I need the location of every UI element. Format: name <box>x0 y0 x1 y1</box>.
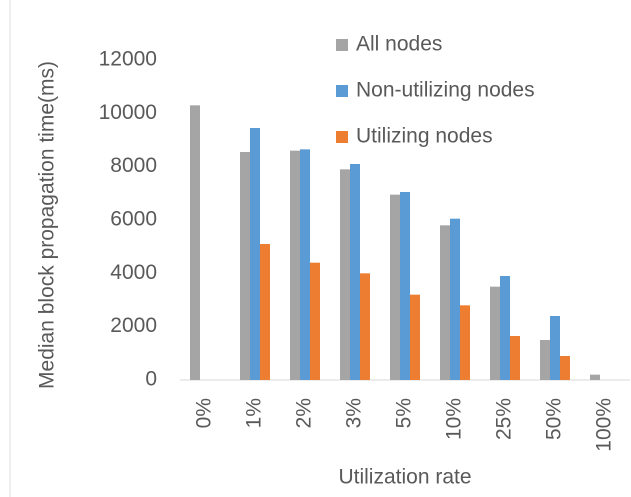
bar <box>240 152 250 380</box>
bar <box>300 149 310 380</box>
bar <box>490 286 500 380</box>
legend-swatch <box>336 85 348 97</box>
bar <box>390 194 400 380</box>
legend-swatch <box>336 131 348 143</box>
bar <box>410 294 420 380</box>
bar <box>510 336 520 380</box>
bar <box>500 276 510 380</box>
legend-label: Non-utilizing nodes <box>356 79 535 102</box>
y-tick-label: 0 <box>145 368 157 391</box>
y-tick-label: 6000 <box>110 208 157 231</box>
y-tick-label: 12000 <box>99 48 157 71</box>
x-tick-label: 10% <box>443 398 466 440</box>
bar <box>260 244 270 380</box>
bar <box>560 356 570 380</box>
x-tick-label: 3% <box>343 398 366 428</box>
x-tick-label: 1% <box>243 398 266 428</box>
bar <box>350 164 360 380</box>
bar <box>460 305 470 380</box>
x-tick-label: 50% <box>543 398 566 440</box>
bar <box>360 273 370 380</box>
bar <box>590 374 600 380</box>
y-tick-label: 10000 <box>99 101 157 124</box>
legend-label: All nodes <box>356 33 442 56</box>
bar <box>540 340 550 380</box>
bar <box>450 218 460 380</box>
x-tick-label: 100% <box>593 398 616 452</box>
y-tick-label: 8000 <box>110 154 157 177</box>
bar <box>190 105 200 380</box>
bar <box>440 225 450 380</box>
bar <box>290 150 300 380</box>
bar <box>310 262 320 380</box>
x-tick-label: 0% <box>193 398 216 428</box>
x-tick-label: 2% <box>293 398 316 428</box>
y-tick-label: 4000 <box>110 261 157 284</box>
bar <box>250 128 260 380</box>
x-axis-title: Utilization rate <box>338 466 471 489</box>
legend-label: Utilizing nodes <box>356 125 493 148</box>
y-axis-title: Median block propagation time(ms) <box>36 61 59 389</box>
x-tick-label: 5% <box>393 398 416 428</box>
y-tick-label: 2000 <box>110 314 157 337</box>
legend-swatch <box>336 39 348 51</box>
bar <box>400 192 410 380</box>
bar <box>340 169 350 380</box>
x-tick-label: 25% <box>493 398 516 440</box>
bar <box>550 316 560 380</box>
